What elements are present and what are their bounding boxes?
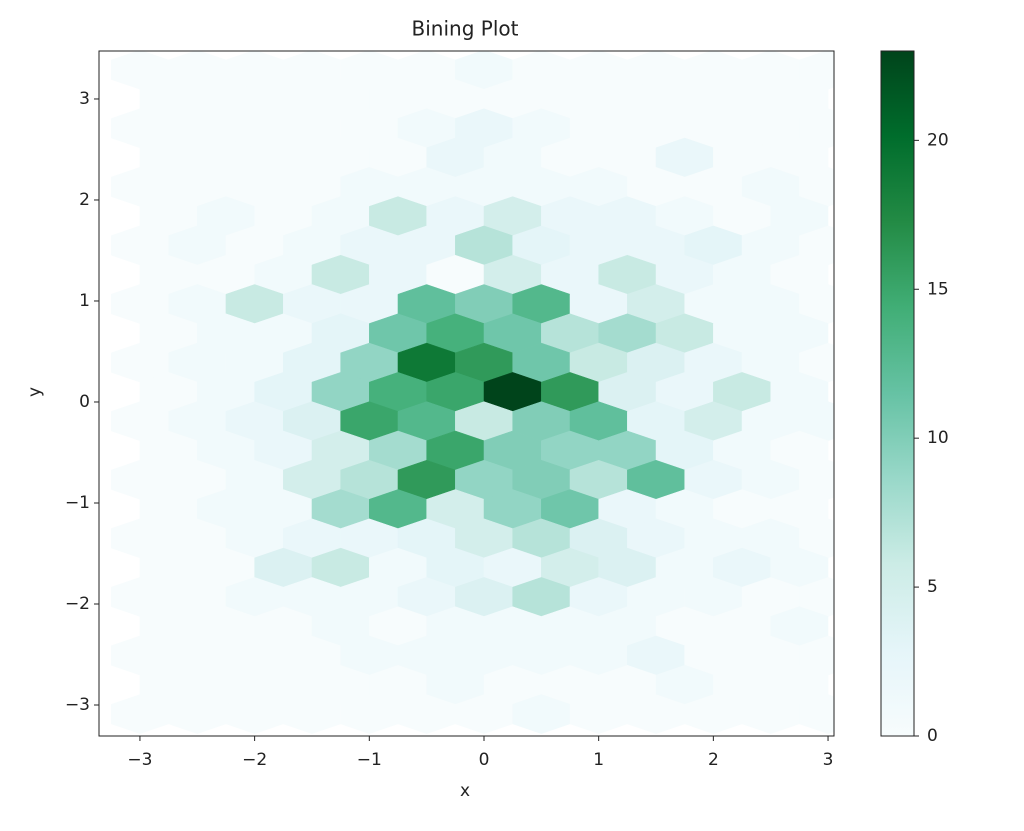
x-tick-label: −1 — [357, 750, 382, 770]
y-tick-label: −1 — [65, 493, 90, 513]
colorbar-tick-label: 20 — [927, 130, 949, 150]
y-tick-label: 0 — [79, 392, 90, 412]
y-axis-label: y — [25, 387, 45, 397]
y-tick-label: −2 — [65, 594, 90, 614]
chart-title: Bining Plot — [412, 17, 519, 41]
x-tick-label: 0 — [479, 750, 490, 770]
hex-bin — [799, 694, 834, 734]
y-tick-label: 2 — [79, 190, 90, 210]
colorbar-tick-label: 15 — [927, 279, 949, 299]
hex-layer — [111, 51, 834, 734]
x-axis-label: x — [460, 781, 470, 801]
x-tick-label: 2 — [708, 750, 719, 770]
colorbar-tick-label: 10 — [927, 428, 949, 448]
y-tick-label: −3 — [65, 695, 90, 715]
x-tick-label: −3 — [127, 750, 152, 770]
colorbar — [880, 50, 915, 737]
x-tick-label: 1 — [593, 750, 604, 770]
colorbar-tick-label: 0 — [927, 726, 938, 746]
x-tick-label: 3 — [823, 750, 834, 770]
y-tick-label: 3 — [79, 89, 90, 109]
colorbar-tick-label: 5 — [927, 577, 938, 597]
x-tick-label: −2 — [242, 750, 267, 770]
plot-frame — [98, 50, 835, 737]
y-tick-label: 1 — [79, 291, 90, 311]
